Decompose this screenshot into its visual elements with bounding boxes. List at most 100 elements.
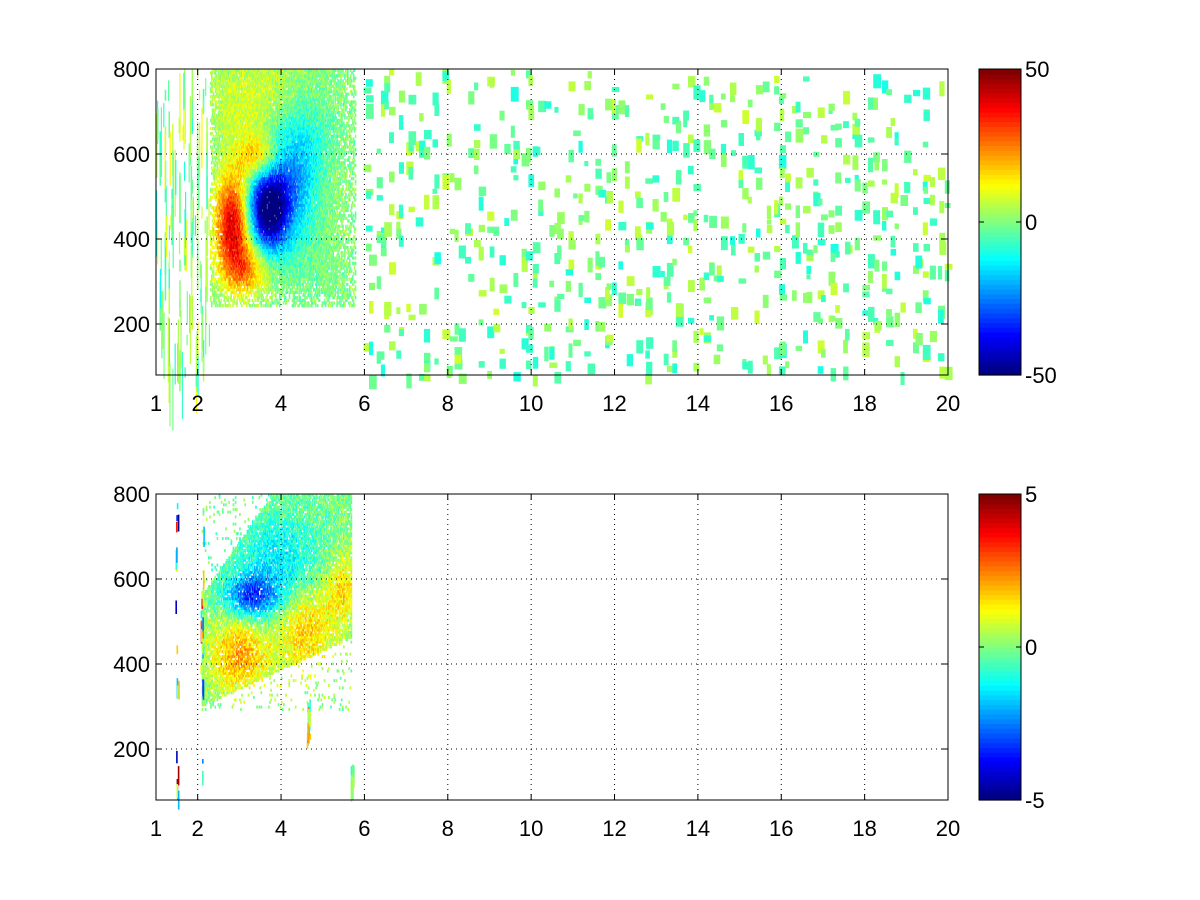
- top-heatmap-cell: [894, 183, 899, 198]
- top-heatmap-cell: [219, 79, 222, 83]
- top-heatmap-cell: [230, 150, 232, 154]
- top-heatmap-cell: [225, 275, 228, 279]
- top-heatmap-cell: [226, 253, 228, 257]
- top-heatmap-cell: [215, 235, 218, 239]
- top-heatmap-cell: [215, 74, 218, 78]
- top-heatmap-cell: [408, 167, 414, 180]
- top-heatmap-cell: [222, 203, 225, 207]
- top-heatmap-cell: [209, 81, 212, 86]
- top-heatmap-cell: [213, 81, 216, 86]
- top-heatmap-cell: [230, 256, 232, 260]
- top-heatmap-cell: [218, 200, 221, 205]
- top-heatmap-cell: [225, 108, 228, 112]
- top-heatmap-cell: [873, 210, 881, 225]
- top-heatmap-cell: [755, 177, 763, 190]
- top-heatmap-cell: [216, 245, 219, 250]
- top-heatmap-cell: [222, 264, 225, 268]
- top-heatmap-cell: [225, 211, 228, 215]
- top-heatmap-cell: [213, 256, 216, 260]
- top-heatmap-cell: [538, 199, 543, 212]
- top-heatmap-cell: [227, 118, 229, 123]
- top-heatmap-cell: [231, 251, 233, 255]
- top-heatmap-cell: [229, 222, 231, 226]
- top-heatmap-cell: [803, 242, 808, 254]
- top-heatmap-cell: [817, 318, 823, 324]
- top-heatmap-cell: [210, 118, 213, 123]
- top-heatmap-cell: [229, 174, 231, 178]
- top-heatmap-cell: [584, 319, 589, 330]
- top-heatmap-cell: [468, 148, 475, 158]
- top-heatmap-cell: [221, 71, 224, 75]
- top-heatmap-cell: [922, 344, 931, 360]
- top-heatmap-cell: [408, 206, 415, 213]
- top-heatmap-cell: [778, 196, 784, 206]
- top-heatmap-cell: [220, 240, 223, 244]
- top-heatmap-cell: [224, 166, 227, 170]
- top-heatmap-cell: [211, 76, 214, 80]
- top-heatmap-cell: [521, 256, 528, 272]
- top-heatmap-cell: [915, 333, 923, 346]
- top-heatmap-cell: [709, 148, 716, 159]
- top-heatmap-cell: [220, 261, 223, 265]
- top-heatmap-cell: [226, 166, 228, 170]
- top-heatmap-cell: [230, 232, 232, 236]
- top-heatmap-cell: [688, 165, 694, 175]
- top-heatmap-cell: [221, 182, 224, 186]
- top-heatmap-cell: [365, 79, 373, 87]
- top-heatmap-cell: [210, 275, 213, 279]
- top-heatmap-cell: [938, 266, 943, 280]
- top-heatmap-cell: [221, 171, 224, 175]
- top-heatmap-cell: [227, 111, 229, 115]
- top-heatmap-cell: [214, 134, 217, 138]
- top-heatmap-cell: [478, 186, 487, 197]
- top-heatmap-cell: [225, 124, 228, 128]
- top-heatmap-cell: [226, 185, 228, 189]
- top-heatmap-cell: [218, 211, 221, 215]
- top-heatmap-cell: [170, 215, 172, 230]
- top-heatmap-cell: [219, 148, 222, 152]
- top-heatmap-cell: [813, 179, 819, 186]
- top-heatmap-cell: [730, 82, 737, 96]
- top-heatmap-cell: [211, 100, 214, 104]
- top-heatmap-cell: [195, 336, 197, 387]
- top-heatmap-cell: [222, 140, 225, 144]
- top-heatmap-cell: [223, 100, 226, 104]
- top-heatmap-cell: [683, 143, 690, 158]
- top-heatmap-cell: [521, 302, 527, 309]
- top-heatmap-cell: [225, 182, 228, 186]
- top-heatmap-cell: [226, 285, 228, 289]
- top-heatmap-cell: [222, 198, 225, 202]
- top-heatmap-cell: [229, 296, 231, 300]
- top-heatmap-cell: [215, 222, 218, 226]
- top-heatmap-cell: [219, 235, 222, 239]
- top-heatmap-cell: [474, 124, 481, 131]
- top-heatmap-cell: [369, 282, 376, 291]
- top-heatmap-cell: [211, 206, 214, 210]
- top-heatmap-cell: [868, 180, 875, 187]
- top-heatmap-cell: [225, 195, 228, 199]
- top-heatmap-cell: [227, 163, 229, 168]
- top-heatmap-cell: [219, 253, 222, 257]
- top-heatmap-cell: [929, 194, 935, 206]
- top-heatmap-cell: [222, 150, 225, 154]
- top-heatmap-cell: [224, 232, 227, 236]
- top-heatmap-cell: [852, 112, 858, 121]
- top-heatmap-cell: [646, 297, 653, 311]
- top-heatmap-cell: [221, 126, 224, 131]
- top-heatmap-cell: [209, 140, 212, 144]
- top-heatmap-cell: [218, 150, 221, 154]
- top-heatmap-cell: [224, 211, 227, 215]
- top-heatmap-cell: [913, 243, 919, 252]
- top-heatmap-cell: [213, 261, 216, 265]
- top-heatmap-cell: [221, 81, 224, 86]
- top-heatmap-cell: [223, 79, 226, 83]
- top-heatmap-cell: [224, 224, 227, 228]
- top-heatmap-cell: [693, 184, 701, 192]
- top-heatmap-cell: [216, 166, 219, 170]
- top-heatmap-cell: [227, 230, 229, 234]
- top-heatmap-cell: [196, 189, 199, 245]
- top-heatmap-cell: [221, 179, 224, 183]
- top-heatmap-cell: [709, 315, 714, 321]
- top-heatmap-cell: [584, 210, 590, 223]
